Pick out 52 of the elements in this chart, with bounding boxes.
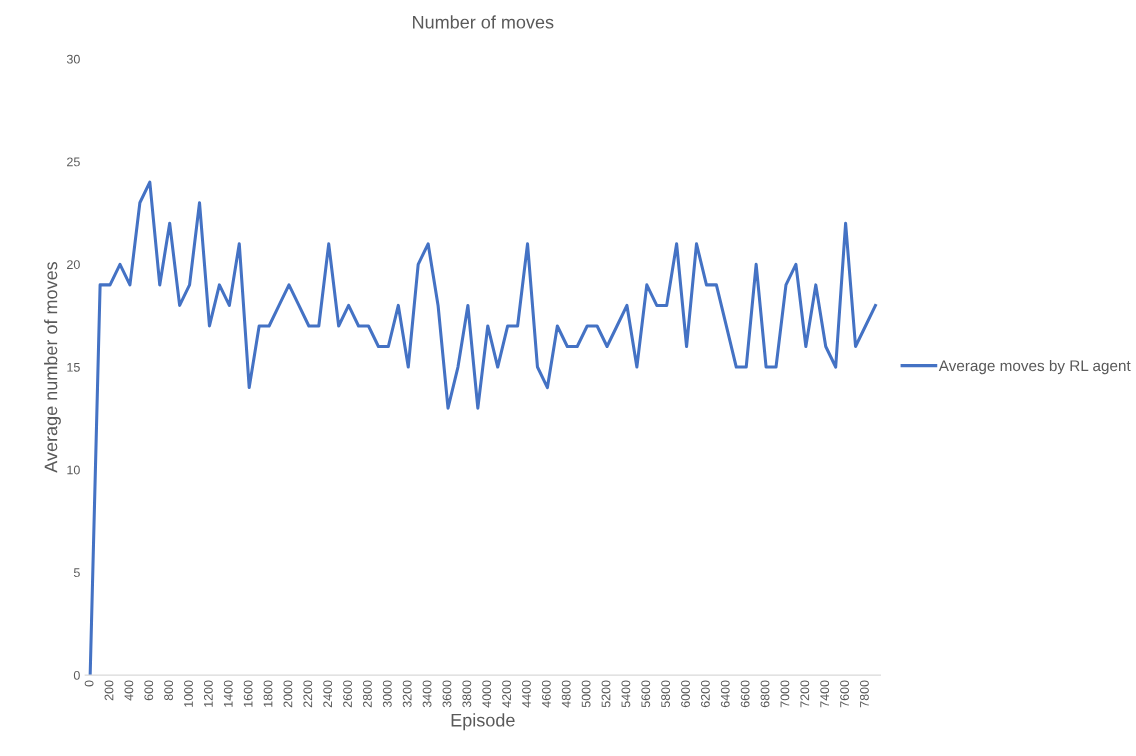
- x-tick-label: 4400: [522, 680, 531, 708]
- chart-title: Number of moves: [413, 15, 554, 29]
- x-tick-label: 1800: [263, 680, 273, 707]
- y-tick-label: 20: [67, 260, 80, 269]
- x-tick-label: 4600: [541, 680, 551, 708]
- x-tick-label: 2600: [343, 680, 352, 708]
- x-tick-label: 5800: [661, 680, 671, 708]
- y-axis-title: Average number of moves: [44, 261, 61, 473]
- x-tick-label: 6400: [720, 680, 730, 708]
- x-tick-label: 0: [84, 680, 94, 687]
- x-tick-label: 4200: [502, 680, 512, 708]
- x-tick-label: 7000: [780, 680, 790, 708]
- x-tick-label: 2200: [303, 680, 313, 708]
- x-tick-label: 2400: [323, 680, 333, 708]
- x-tick-label: 1200: [203, 680, 213, 707]
- x-tick-label: 6600: [740, 680, 750, 708]
- line-series: [88, 180, 877, 676]
- x-tick-label: 1600: [243, 680, 253, 707]
- y-tick-label: 30: [66, 54, 80, 64]
- x-tick-label: 4800: [561, 680, 571, 708]
- x-tick-label: 7400: [820, 680, 830, 708]
- x-tick-label: 6800: [760, 680, 770, 708]
- x-tick-label: 6200: [700, 680, 710, 708]
- x-tick-label: 2000: [283, 680, 293, 708]
- x-tick-label: 3800: [462, 680, 472, 708]
- x-tick-label: 600: [144, 680, 154, 701]
- x-tick-label: 200: [104, 680, 114, 701]
- y-tick-label: 5: [73, 568, 80, 578]
- x-tick-label: 3600: [442, 680, 452, 708]
- y-tick-label: 15: [67, 362, 80, 372]
- x-tick-label: 2800: [362, 680, 372, 708]
- x-tick-label: 6000: [681, 680, 690, 708]
- x-tick-label: 1400: [223, 680, 233, 707]
- x-tick-label: 5400: [621, 680, 631, 708]
- x-tick-label: 800: [164, 680, 174, 701]
- x-tick-label: 5600: [641, 680, 651, 708]
- x-tick-label: 400: [124, 680, 134, 701]
- x-axis-title: Episode: [451, 713, 515, 731]
- y-tick-label: 25: [67, 157, 80, 167]
- x-tick-label: 7800: [859, 680, 869, 708]
- x-tick-label: 3000: [382, 680, 392, 708]
- legend-label: Average moves by RL agent: [938, 359, 1131, 375]
- x-tick-label: 7200: [800, 680, 810, 708]
- x-tick-label: 5200: [601, 680, 611, 708]
- x-tick-label: 3400: [422, 680, 432, 708]
- x-tick-label: 7600: [840, 680, 849, 708]
- y-tick-label: 0: [73, 670, 80, 680]
- x-tick-label: 5000: [581, 680, 591, 708]
- x-tick-label: 3200: [402, 680, 412, 708]
- y-tick-label: 10: [67, 465, 80, 475]
- x-tick-label: 4000: [482, 680, 492, 708]
- x-tick-label: 1000: [184, 680, 193, 707]
